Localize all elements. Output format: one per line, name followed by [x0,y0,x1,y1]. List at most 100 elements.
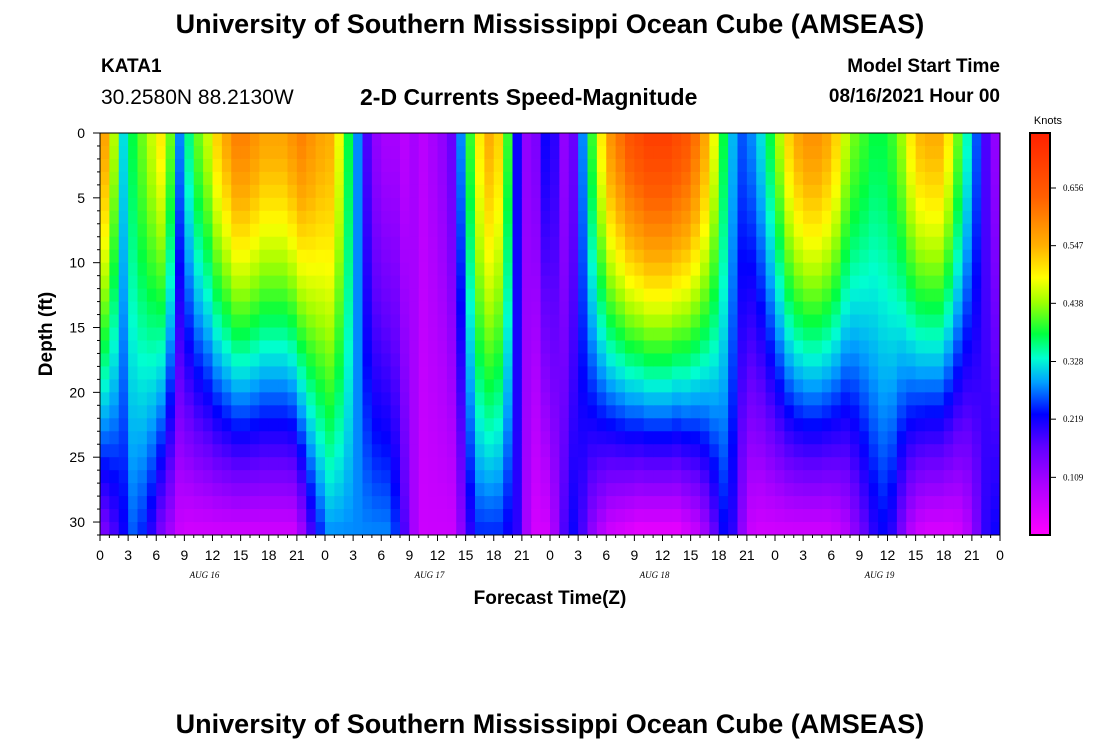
heat-cell [606,133,617,147]
heat-cell [981,301,992,316]
heat-cell [100,223,110,238]
heat-cell [540,236,551,251]
heat-cell [775,353,785,368]
heat-cell [803,184,814,199]
heat-cell [231,171,242,186]
heat-cell [596,262,607,277]
heat-cell [137,145,148,160]
heat-cell [737,509,748,523]
heat-cell [390,431,401,445]
heat-cell [521,288,532,303]
heat-cell [943,353,954,368]
heat-cell [728,431,739,445]
heat-cell [550,249,560,264]
heat-cell [193,184,204,199]
heat-cell [437,509,448,523]
heat-cell [381,327,392,342]
heat-cell [437,249,448,264]
heat-cell [671,496,682,510]
heat-cell [428,314,439,329]
heat-cell [334,171,345,186]
heat-cell [831,301,842,316]
heat-cell [821,314,832,329]
colorbar-tick-label: 0.438 [1063,298,1084,308]
heat-cell [681,444,692,458]
heat-cell [793,483,804,497]
heat-cell [859,470,870,484]
heat-cell [596,444,607,458]
heat-cell [418,262,429,277]
heat-cell [390,158,401,173]
heat-cell [521,184,532,199]
heat-cell [559,133,570,147]
heat-cell [550,145,560,160]
heat-cell [100,392,110,406]
heat-cell [653,262,664,277]
heat-cell [231,314,242,329]
heat-cell [737,522,748,535]
heat-cell [193,431,204,445]
heat-cell [671,236,682,251]
heat-cell [756,470,767,484]
heat-cell [137,392,148,406]
heat-cell [709,470,720,484]
heat-cell [109,301,120,316]
heat-cell [381,275,392,290]
heat-cell [896,483,907,497]
heat-cell [137,353,148,368]
heat-cell [493,340,504,355]
heat-cell [315,366,326,380]
heat-cell [531,379,542,393]
heat-cell [540,470,551,484]
heat-cell [578,262,589,277]
heat-cell [878,405,889,419]
heat-cell [381,470,392,484]
heat-cell [221,197,232,212]
heat-cell [287,457,298,471]
heat-cell [503,133,514,147]
heat-cell [250,340,260,355]
heat-cell [756,236,767,251]
heat-cell [943,171,954,186]
heat-cell [381,340,392,355]
heat-cell [934,158,945,173]
y-tick-label: 30 [69,514,85,530]
heat-cell [718,236,729,251]
heat-cell [240,431,251,445]
heat-cell [906,340,917,355]
heat-cell [606,210,617,225]
heat-cell [971,288,982,303]
heat-cell [850,327,860,342]
heat-cell [437,145,448,160]
heat-cell [512,522,523,535]
heat-cell [100,418,110,432]
heat-cell [756,405,767,419]
heat-cell [718,444,729,458]
heat-cell [831,275,842,290]
heat-cell [756,444,767,458]
heat-cell [615,145,626,160]
heat-cell [568,392,579,406]
heat-cell [353,197,364,212]
heat-cell [962,145,973,160]
heat-cell [278,275,289,290]
heat-cell [831,133,842,147]
heat-cell [896,522,907,535]
heat-cell [278,353,289,368]
heat-cell [165,288,176,303]
heat-cell [100,158,110,173]
heat-cell [868,249,879,264]
heat-cell [137,158,148,173]
heat-cell [231,210,242,225]
heat-cell [109,184,120,199]
heat-cell [550,483,560,497]
heat-cell [428,431,439,445]
heat-cell [146,301,157,316]
heat-cell [418,392,429,406]
heat-cell [240,522,251,535]
heat-cell [221,275,232,290]
x-tick-label: 21 [289,547,305,563]
heat-cell [437,171,448,186]
heat-cell [503,522,514,535]
heat-cell [268,366,279,380]
